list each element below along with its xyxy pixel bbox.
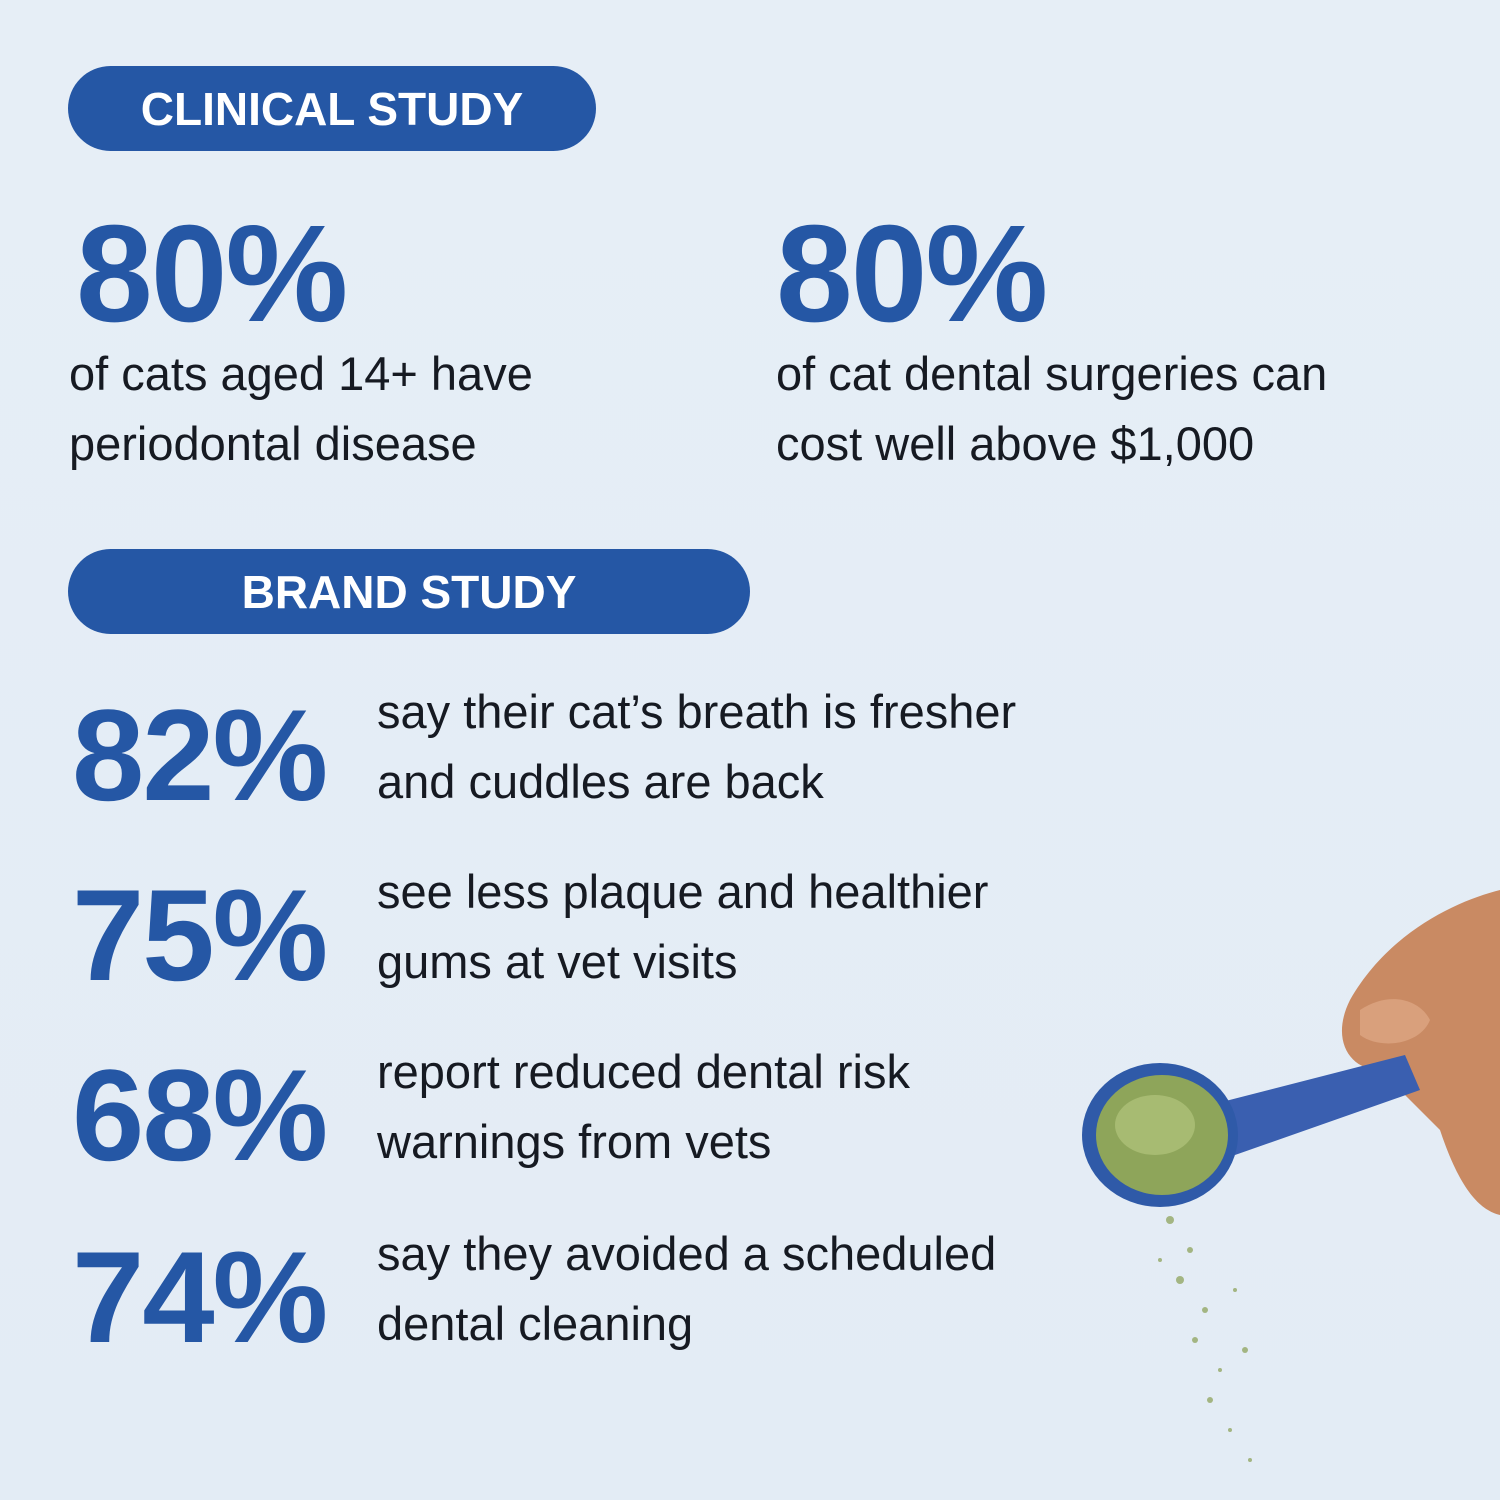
stat-figure: 80%	[776, 197, 1048, 351]
stat-text: report reduced dental risk	[377, 1045, 910, 1098]
stat-text: dental cleaning	[377, 1297, 694, 1350]
stat-figure: 68%	[72, 1042, 328, 1188]
stat-text: periodontal disease	[69, 417, 477, 470]
stat-figure: 74%	[72, 1224, 328, 1370]
stat-text: see less plaque and healthier	[377, 865, 989, 918]
stat-text: of cat dental surgeries can	[776, 347, 1328, 400]
stat-text: say they avoided a scheduled	[377, 1227, 997, 1280]
section-badge: BRAND STUDY	[68, 549, 750, 634]
stat-text: say their cat’s breath is fresher	[377, 685, 1017, 738]
stat-text: warnings from vets	[377, 1115, 772, 1168]
stat-figure: 75%	[72, 862, 328, 1008]
stat-text: and cuddles are back	[377, 755, 824, 808]
stat-figure: 80%	[76, 197, 348, 351]
stat-text: cost well above $1,000	[776, 417, 1255, 470]
section-badge: CLINICAL STUDY	[68, 66, 596, 151]
stat-text: gums at vet visits	[377, 935, 738, 988]
stat-text: of cats aged 14+ have	[69, 347, 533, 400]
scoop-illustration	[1082, 890, 1500, 1462]
stat-figure: 82%	[72, 682, 328, 828]
